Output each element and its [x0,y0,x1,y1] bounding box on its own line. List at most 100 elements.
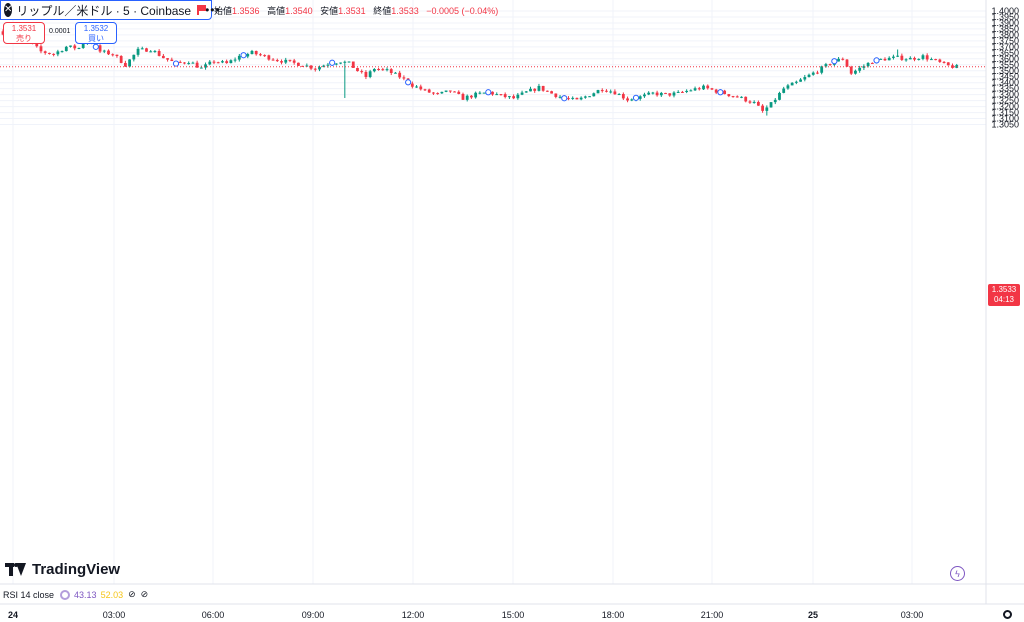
candle-body [461,93,465,100]
candle-body [946,62,950,66]
y-tick-label: 1.3150 [991,108,1019,118]
candle-body [301,65,305,67]
y-tick-label: 1.4000 [991,6,1019,16]
y-tick-label: 1.3600 [991,54,1019,64]
change-value: −0.0005 (−0.04%) [426,6,499,16]
candle-body [689,90,693,92]
candle-body [237,55,241,60]
hide-icon[interactable]: ⊘ [128,589,136,599]
ripple-logo-icon: ✕ [4,3,13,17]
candle-body [790,82,794,86]
candle-body [250,50,254,55]
logo-text: TradingView [32,561,121,578]
candle-body [681,91,684,93]
lightning-icon[interactable]: ϟ [950,566,965,581]
y-tick-label: 1.3850 [991,24,1019,34]
event-marker [831,58,838,65]
candles [1,22,959,116]
sell-button[interactable]: 1.3531 売り [3,22,45,44]
candle-body [491,91,494,95]
more-icon[interactable]: ••• [205,3,221,17]
candle-body [178,61,182,63]
candle-body [419,86,423,90]
candle-body [102,50,106,52]
buy-button[interactable]: 1.3532 買い [75,22,117,44]
candle-body [499,94,503,96]
candle-body [693,88,697,91]
candle-body [900,55,904,60]
candle-body [879,58,883,60]
sell-price: 1.3531 [11,24,37,33]
candle-body [567,98,570,100]
event-markers [16,30,880,102]
gear-icon[interactable] [1003,610,1012,619]
candle-body [377,68,380,70]
candle-body [423,89,427,91]
candle-body [575,97,579,100]
candle-body [917,58,921,60]
candle-body [727,94,731,97]
candle-body [896,55,900,57]
candle-body [229,60,233,64]
rsi-value: 43.13 [74,589,97,600]
last-price-tag: 1.3533 04:13 [988,284,1020,306]
candle-body [799,79,802,82]
candle-body [123,62,127,67]
tradingview-logo[interactable]: TradingView [5,561,120,578]
high-value: 1.3540 [285,6,313,16]
candle-body [115,54,119,57]
candle-body [136,48,140,55]
candle-body [343,61,347,63]
candle-body [292,60,296,63]
y-tick-label: 1.3550 [991,60,1019,70]
candle-body [132,54,136,60]
candle-body [470,95,473,98]
time-axis: 24 03:00 06:00 09:00 12:00 15:00 18:00 21:00 25 0… [8,610,923,620]
y-tick-label: 1.3500 [991,66,1019,76]
candle-body [204,64,207,68]
candle-body [111,54,115,56]
event-marker [561,95,568,102]
candle-body [837,58,840,62]
candle-body [482,92,486,94]
candle-body [187,63,191,65]
sell-label: 売り [16,34,32,43]
candle-body [39,46,43,52]
symbol-selector[interactable]: ✕ リップル／米ドル · 5 · Coinbase ••• [0,0,220,20]
candle-body [394,72,397,74]
candle-body [841,58,845,60]
candle-body [427,89,431,93]
candle-body [925,55,929,60]
low-label: 安値 [320,6,339,16]
candle-body [769,102,773,108]
candle-body [828,64,832,66]
candle-body [613,91,617,95]
candle-body [107,50,110,55]
spread-value: 0.0001 [49,28,71,35]
buy-label: 買い [88,34,104,43]
candle-body [524,91,528,93]
candle-body [313,68,317,70]
candle-body [35,43,39,47]
candle-body [212,61,216,63]
y-tick-label: 1.3250 [991,96,1019,106]
candle-body [913,57,916,60]
candle-body [849,66,853,74]
candle-body [254,50,258,55]
candle-body [81,43,85,48]
candle-body [934,59,938,61]
candle-body [545,90,549,92]
candle-body [119,56,123,63]
candle-body [714,89,718,93]
candle-body [318,67,321,70]
candle-body [360,71,364,73]
candle-body [48,52,51,54]
candle-body [170,59,174,62]
hide-icon-2[interactable]: ⊘ [140,589,149,599]
rsi-legend[interactable]: RSI 14 close 43.13 52.03 ⊘ ⊘ [3,589,148,600]
candle-body [588,96,591,98]
candle-body [529,88,532,92]
candle-body [862,66,866,68]
last-price: 1.3533 [991,285,1017,294]
